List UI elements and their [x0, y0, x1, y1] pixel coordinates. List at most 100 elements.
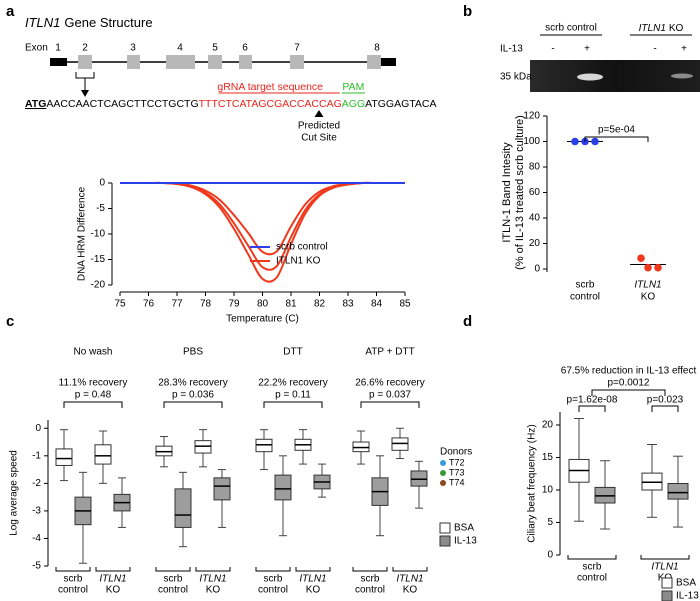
- category-label: ITLN1: [634, 280, 661, 291]
- y-tick-label: -20: [91, 280, 106, 291]
- grna-seq: TTTCTCATAGCGACCACCAG: [199, 98, 342, 110]
- category-label: ITLN1: [299, 574, 326, 585]
- p-bracket: [263, 401, 323, 408]
- y-tick-label: 0: [99, 178, 105, 189]
- p-value: p = 0.037: [369, 390, 411, 401]
- category-label: scrb: [583, 562, 602, 573]
- box: [667, 483, 689, 500]
- gene-name: ITLN1: [639, 23, 666, 34]
- p-bracket: [360, 401, 420, 408]
- marker-label: 35 kDa: [500, 72, 532, 83]
- exon: [166, 55, 195, 69]
- legend-label: BSA: [454, 523, 474, 534]
- lane-label: +: [681, 44, 687, 55]
- p-bracket: [591, 389, 666, 396]
- gene-name: ITLN1: [25, 15, 60, 30]
- y-tick-label: 0: [547, 550, 553, 561]
- group-title: PBS: [183, 347, 203, 358]
- p-value: p=1.62e-08: [567, 395, 618, 406]
- x-tick-label: 78: [200, 299, 212, 310]
- dot: [637, 254, 645, 262]
- utr: [50, 58, 67, 66]
- category-label: KO: [403, 585, 418, 596]
- arrow-head: [81, 90, 89, 97]
- exon-number: 4: [177, 43, 183, 54]
- category-label: scrb: [264, 574, 283, 585]
- series-line: [120, 181, 405, 256]
- y-tick-label: -3: [32, 506, 41, 517]
- exon-number: 5: [212, 43, 218, 54]
- utr-boxes: [50, 58, 396, 66]
- p-bracket: [63, 401, 123, 408]
- panel-label: b: [463, 3, 472, 20]
- y-tick-label: -10: [91, 229, 106, 240]
- legend-label: BSA: [676, 578, 696, 589]
- group-title: DTT: [283, 347, 302, 358]
- exon: [127, 55, 140, 69]
- y-axis-label: ITLN-1 Band Intesity: [501, 142, 513, 243]
- y-tick-label: -2: [32, 478, 41, 489]
- treatment-label: IL-13: [500, 44, 523, 55]
- y-tick-label: 100: [523, 136, 540, 147]
- utr: [380, 58, 396, 66]
- blot-band: [671, 73, 693, 79]
- exon-number: 3: [130, 43, 136, 54]
- exon-number: 6: [242, 43, 248, 54]
- category-label: control: [570, 292, 600, 303]
- recovery-label: 28.3% recovery: [158, 378, 227, 389]
- legend-label: T74: [449, 477, 465, 487]
- legend-marker: [440, 470, 446, 476]
- legend-swatch: [439, 535, 451, 547]
- exon-number: 8: [374, 43, 380, 54]
- group-title: ATP + DTT: [365, 347, 414, 358]
- blot-group: ITLN1 KO: [639, 23, 684, 34]
- sequence: ATGAACCAACTCAGCTTCCTGCTGTTTCTCATAGCGACCA…: [25, 98, 436, 110]
- legend-label: T73: [449, 467, 465, 477]
- y-tick-label: -5: [32, 561, 41, 572]
- y-tick-label: -15: [91, 254, 106, 265]
- category-bracket: [295, 567, 331, 572]
- exon: [367, 55, 381, 69]
- exon: [208, 55, 222, 69]
- panel-label: c: [6, 313, 14, 330]
- category-label: ITLN1: [651, 562, 678, 573]
- grna-label: gRNA target sequence: [217, 81, 323, 93]
- box: [55, 448, 73, 466]
- recovery-label: 26.6% recovery: [355, 378, 424, 389]
- seq-part: AACCAACTCAGCTTCCTGCTG: [46, 98, 198, 110]
- seq-part: ATGGAGTACA: [365, 98, 436, 110]
- blot-group: scrb control: [545, 23, 597, 34]
- p-value: p=0.023: [647, 395, 684, 406]
- panel-label: a: [6, 3, 15, 20]
- category-bracket: [640, 555, 690, 560]
- p-bracket: [651, 405, 679, 412]
- legend-label: IL-13: [676, 591, 699, 601]
- legend-swatch: [661, 577, 673, 589]
- start-codon: ATG: [25, 98, 46, 110]
- series-line: [120, 181, 405, 271]
- x-tick-label: 77: [171, 299, 183, 310]
- category-bracket: [392, 567, 428, 572]
- cut-marker: [314, 110, 324, 117]
- box: [94, 444, 112, 465]
- category-bracket: [255, 567, 291, 572]
- category-label: KO: [306, 585, 321, 596]
- p-value: p = 0.036: [172, 390, 214, 401]
- x-tick-label: 83: [342, 299, 354, 310]
- x-tick-label: 82: [314, 299, 326, 310]
- category-label: scrb: [164, 574, 183, 585]
- exon-boxes: [78, 55, 381, 69]
- cut-site-label: Predicted: [298, 121, 340, 132]
- y-tick-label: 40: [529, 213, 541, 224]
- exon-label: Exon: [25, 43, 48, 54]
- panel-label: d: [463, 313, 472, 330]
- category-label: scrb: [64, 574, 83, 585]
- p-value: p=5e-04: [598, 125, 635, 136]
- legend-label: T72: [449, 457, 465, 467]
- p-value: p=0.0012: [608, 378, 650, 389]
- legend-swatch: [439, 522, 451, 534]
- title-rest: Gene Structure: [64, 15, 152, 30]
- category-bracket: [55, 567, 91, 572]
- x-tick-label: 75: [114, 299, 126, 310]
- x-axis-label: Temperature (C): [226, 314, 299, 325]
